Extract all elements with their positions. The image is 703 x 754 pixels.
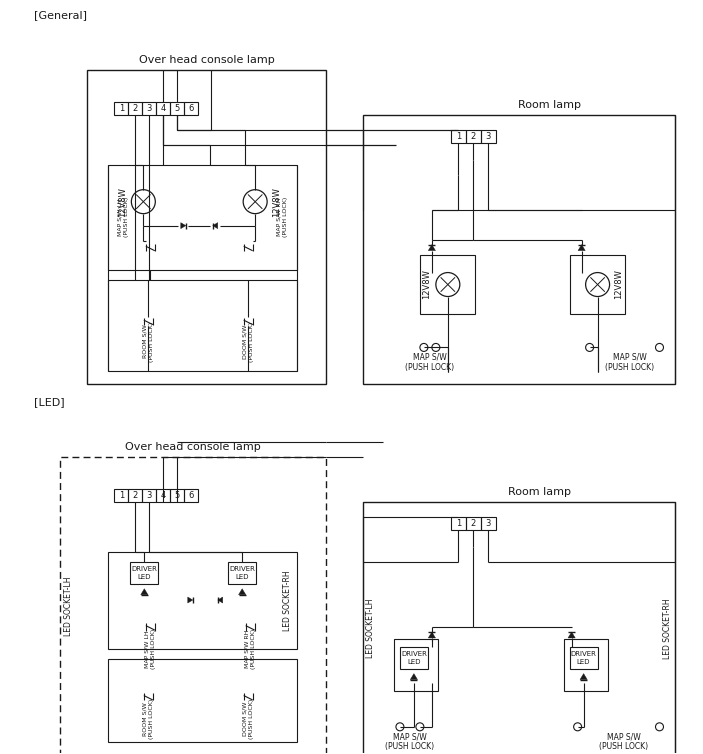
Text: 12V8W: 12V8W — [614, 270, 623, 299]
Text: DOOM S/W
(PUSH LOCK): DOOM S/W (PUSH LOCK) — [243, 321, 254, 362]
Bar — [170, 489, 184, 502]
Polygon shape — [568, 632, 575, 638]
Bar — [184, 102, 198, 115]
Text: LED SOCKET-LH: LED SOCKET-LH — [366, 599, 375, 658]
Text: MAP S/W
(PUSH LOCK): MAP S/W (PUSH LOCK) — [385, 732, 434, 752]
Text: 4: 4 — [161, 491, 166, 500]
Bar — [481, 517, 496, 530]
Bar — [108, 164, 297, 270]
Polygon shape — [428, 244, 435, 250]
Text: MAP S/W RH
(PUSH LOCK): MAP S/W RH (PUSH LOCK) — [245, 629, 256, 669]
Bar — [451, 130, 466, 143]
Polygon shape — [578, 244, 585, 250]
Text: LED: LED — [138, 574, 151, 580]
Bar — [156, 102, 170, 115]
Bar — [569, 255, 624, 314]
Bar — [129, 489, 142, 502]
Text: 5: 5 — [174, 104, 180, 113]
Bar — [184, 489, 198, 502]
Bar — [394, 639, 438, 691]
Bar — [108, 659, 297, 742]
Bar — [363, 115, 676, 385]
Polygon shape — [580, 673, 587, 679]
Bar — [142, 102, 156, 115]
Bar — [129, 102, 142, 115]
Bar — [420, 255, 475, 314]
Text: LED: LED — [236, 574, 249, 580]
Text: 2: 2 — [471, 520, 476, 528]
Bar — [170, 102, 184, 115]
Text: 12V8W: 12V8W — [423, 270, 432, 299]
Polygon shape — [188, 597, 193, 603]
Bar — [108, 280, 297, 372]
Text: DRIVER: DRIVER — [571, 651, 597, 657]
Polygon shape — [141, 589, 148, 595]
Bar — [363, 502, 676, 754]
Text: LED SOCKET-RH: LED SOCKET-RH — [283, 570, 292, 631]
Text: 3: 3 — [147, 104, 152, 113]
Bar — [569, 647, 598, 669]
Text: 2: 2 — [471, 132, 476, 141]
Text: 1: 1 — [119, 491, 124, 500]
Bar — [481, 130, 496, 143]
Bar — [87, 70, 326, 385]
Bar — [228, 562, 256, 584]
Bar — [142, 489, 156, 502]
Text: DRIVER: DRIVER — [131, 566, 157, 572]
Polygon shape — [238, 589, 246, 595]
Text: 6: 6 — [188, 104, 194, 113]
Text: MAP S/W
(PUSH LOCK): MAP S/W (PUSH LOCK) — [406, 353, 454, 372]
Text: DOOM S/W
(PUSH LOCK): DOOM S/W (PUSH LOCK) — [243, 699, 254, 739]
Text: 3: 3 — [147, 491, 152, 500]
Text: ROOM S/W
(PUSH LOCK): ROOM S/W (PUSH LOCK) — [143, 699, 154, 739]
Bar — [130, 562, 158, 584]
Text: [General]: [General] — [34, 10, 86, 20]
Text: MAP S/W
(PUSH LOCK): MAP S/W (PUSH LOCK) — [599, 732, 648, 752]
Text: ROOM S/W
(PUSH LOCK): ROOM S/W (PUSH LOCK) — [143, 321, 154, 362]
Text: 4: 4 — [161, 104, 166, 113]
Bar — [466, 517, 481, 530]
Bar — [564, 639, 607, 691]
Text: DRIVER: DRIVER — [229, 566, 255, 572]
Text: MAP S/W LH
(PUSH LOCK): MAP S/W LH (PUSH LOCK) — [118, 197, 129, 238]
Text: MAP S/W RH
(PUSH LOCK): MAP S/W RH (PUSH LOCK) — [277, 197, 288, 238]
Text: Room lamp: Room lamp — [517, 100, 581, 110]
Text: 5: 5 — [174, 491, 180, 500]
Text: MAP S/W
(PUSH LOCK): MAP S/W (PUSH LOCK) — [605, 353, 654, 372]
Text: 12V8W: 12V8W — [118, 187, 127, 216]
Text: LED SOCKET-LH: LED SOCKET-LH — [64, 576, 73, 636]
Bar — [60, 457, 326, 754]
Text: 1: 1 — [456, 520, 461, 528]
Text: LED: LED — [577, 659, 591, 665]
Bar — [156, 489, 170, 502]
Text: Over head console lamp: Over head console lamp — [139, 55, 275, 65]
Text: DRIVER: DRIVER — [401, 651, 427, 657]
Polygon shape — [218, 597, 223, 603]
Text: LED: LED — [407, 659, 420, 665]
Polygon shape — [411, 673, 418, 679]
Text: Over head console lamp: Over head console lamp — [125, 443, 261, 452]
Text: 12V8W: 12V8W — [271, 187, 280, 216]
Text: 1: 1 — [456, 132, 461, 141]
Text: 1: 1 — [119, 104, 124, 113]
Text: 2: 2 — [133, 491, 138, 500]
Bar — [451, 517, 466, 530]
Text: 2: 2 — [133, 104, 138, 113]
Text: MAP S/W LH
(PUSH LOCK): MAP S/W LH (PUSH LOCK) — [145, 629, 156, 669]
Text: 6: 6 — [188, 491, 194, 500]
Bar — [108, 552, 297, 649]
Text: [LED]: [LED] — [34, 397, 64, 407]
Text: Room lamp: Room lamp — [508, 487, 571, 497]
Text: 3: 3 — [486, 520, 491, 528]
Polygon shape — [181, 222, 186, 228]
Bar — [115, 489, 129, 502]
Text: 3: 3 — [486, 132, 491, 141]
Text: LED SOCKET-RH: LED SOCKET-RH — [663, 598, 672, 659]
Polygon shape — [428, 632, 435, 638]
Polygon shape — [213, 222, 218, 228]
Bar — [466, 130, 481, 143]
Bar — [400, 647, 428, 669]
Bar — [115, 102, 129, 115]
